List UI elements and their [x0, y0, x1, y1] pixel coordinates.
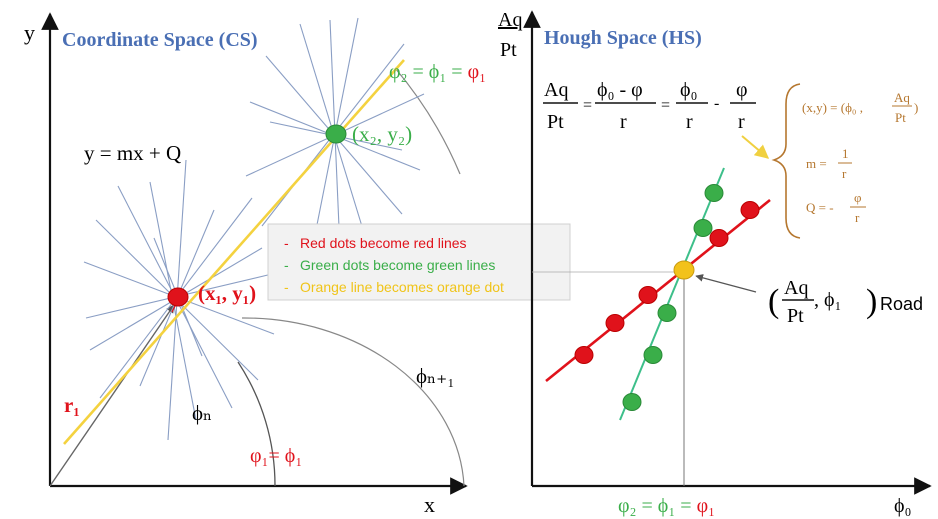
arc-inner [237, 361, 276, 487]
svg-text:φ: φ [736, 79, 748, 101]
svg-text:=: = [661, 97, 670, 114]
r1-label: r₁ [64, 393, 80, 417]
brace-equations: (x,y) = (ϕ₀ , Aq Pt ) m = 1 r Q = - φ r [802, 90, 918, 225]
right-bottom-equation: φ₂ = ϕ₁ = φ₁ [618, 495, 715, 517]
brace-pointer-arrow [741, 135, 770, 159]
coordinate-space-panel: y x Coordinate Space (CS) [24, 12, 486, 517]
svg-text:): ) [866, 283, 877, 320]
left-panel-title: Coordinate Space (CS) [62, 29, 258, 51]
svg-text:Pt: Pt [547, 111, 564, 133]
svg-text:r: r [738, 111, 745, 133]
green-dot [693, 219, 713, 237]
top-right-equation: φ₂ = ϕ₁ = φ₁ [389, 61, 486, 83]
road-label: ( Aq Pt , ϕ₁ ) Road [768, 277, 923, 327]
legend-item-green: Green dots become green lines [300, 257, 495, 273]
road-orange-dot [673, 260, 695, 280]
red-dot [740, 201, 760, 219]
svg-text:φ: φ [854, 190, 862, 205]
hough-space-panel: Aq Pt ϕ₀ Hough Space (HS) Aq Pt = ϕ₀ - φ… [498, 9, 932, 517]
svg-text:): ) [914, 100, 918, 115]
green-dot [704, 184, 724, 202]
red-dot [605, 314, 625, 332]
point1-label: (x₁, y₁) [198, 281, 256, 305]
right-y-axis-label-den: Pt [500, 39, 517, 61]
svg-text:Q = -: Q = - [806, 200, 834, 215]
phi-n1-label: ϕₙ₊₁ [416, 364, 455, 388]
arc-outer [394, 67, 461, 175]
legend-bullet-red: - [284, 235, 289, 251]
legend-bullet-orange: - [284, 279, 289, 295]
red-dot [574, 346, 594, 364]
point2-green-dot [325, 124, 347, 144]
road-line [63, 59, 405, 445]
green-dot [657, 304, 677, 322]
svg-text:ϕ₀ - φ: ϕ₀ - φ [597, 79, 643, 101]
legend-bullet-green: - [284, 257, 289, 273]
point2-label: (x₂, y₂) [352, 122, 412, 146]
right-y-axis-label-num: Aq [498, 9, 522, 31]
legend-item-red: Red dots become red lines [300, 235, 467, 251]
equation-brace [771, 83, 801, 239]
svg-text:, ϕ₁: , ϕ₁ [814, 289, 842, 311]
legend-box: - Red dots become red lines - Green dots… [267, 223, 571, 301]
svg-text:r: r [842, 166, 847, 181]
legend-background [267, 223, 571, 301]
hough-green-line [619, 167, 725, 421]
left-y-axis-label: y [24, 20, 35, 45]
svg-text:Pt: Pt [787, 305, 804, 327]
svg-text:(x,y) = (ϕ₀ ,: (x,y) = (ϕ₀ , [802, 100, 863, 115]
svg-text:Road: Road [880, 294, 923, 314]
svg-text:=: = [583, 97, 592, 114]
right-panel-title: Hough Space (HS) [544, 27, 702, 49]
svg-text:1: 1 [842, 146, 849, 161]
arc-phi-n1 [241, 317, 465, 487]
right-x-axis-label: ϕ₀ [894, 495, 912, 517]
hough-green-dots [622, 184, 724, 411]
svg-text:r: r [855, 210, 860, 225]
svg-text:Aq: Aq [784, 277, 808, 299]
point1-red-dot [167, 287, 189, 307]
line-equation: y = mx + Q [84, 141, 181, 165]
svg-text:-: - [714, 95, 719, 112]
left-bottom-equation: φ₁= ϕ₁ [250, 445, 302, 467]
svg-text:r: r [620, 111, 627, 133]
hough-red-dots [574, 201, 760, 364]
svg-text:Aq: Aq [544, 79, 568, 101]
phi-n-label: ϕₙ [192, 401, 212, 425]
svg-text:Pt: Pt [895, 110, 906, 125]
green-dot [622, 393, 642, 411]
road-pointer-arrow [695, 274, 757, 293]
legend-item-orange: Orange line becomes orange dot [300, 279, 504, 295]
svg-text:m =: m = [806, 156, 827, 171]
red-dot [638, 286, 658, 304]
left-x-axis-label: x [424, 492, 435, 517]
red-dot [709, 229, 729, 247]
svg-text:ϕ₀: ϕ₀ [680, 79, 698, 101]
green-dot [643, 346, 663, 364]
main-equation: Aq Pt = ϕ₀ - φ r = ϕ₀ r - φ r [543, 79, 756, 133]
r1-ray [49, 304, 175, 487]
svg-text:Aq: Aq [894, 90, 910, 105]
svg-text:r: r [686, 111, 693, 133]
svg-text:(: ( [768, 283, 779, 320]
